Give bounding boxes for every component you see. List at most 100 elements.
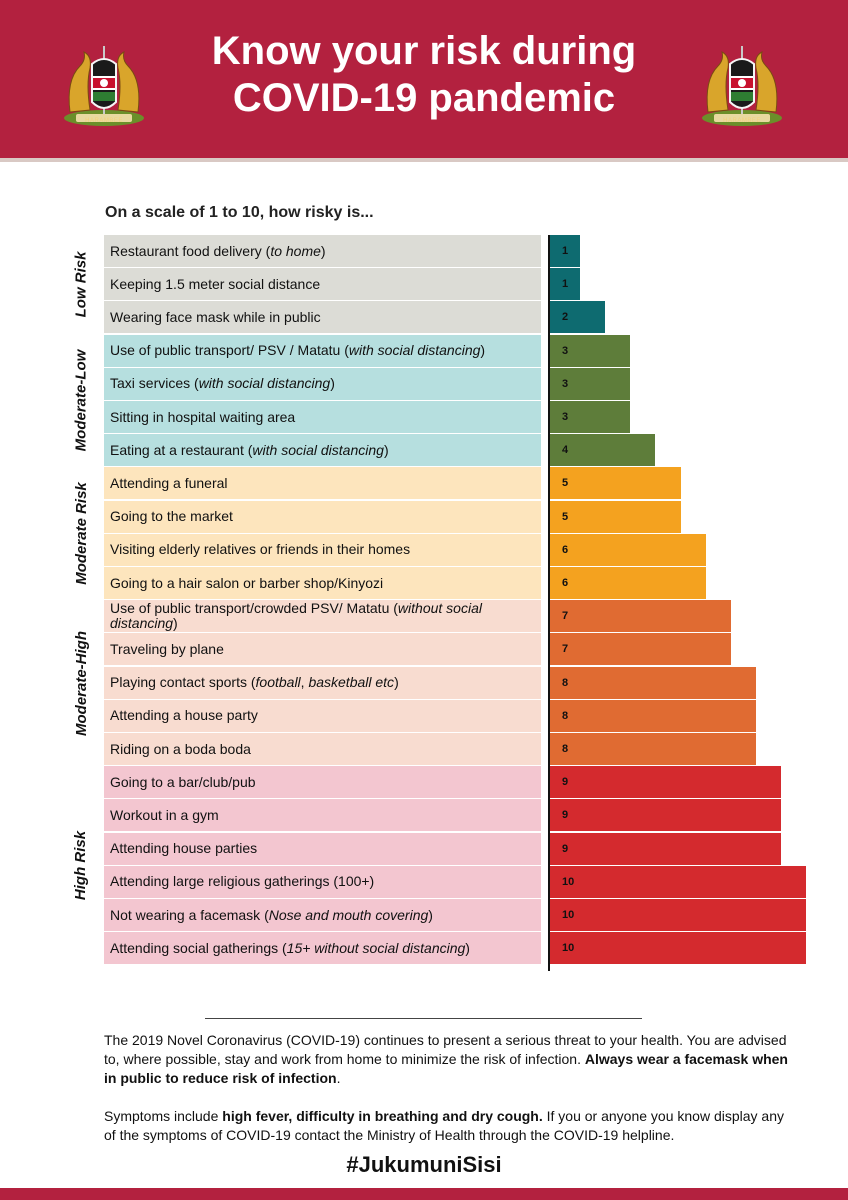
risk-item-label: Use of public transport/ PSV / Matatu (w…: [110, 343, 485, 358]
risk-item-label: Attending a funeral: [110, 475, 228, 491]
risk-band-label-text: Moderate-Low: [72, 350, 90, 452]
risk-bar: [550, 932, 806, 965]
risk-item-label-part: Going to the market: [110, 508, 233, 525]
risk-bar-value: 6: [562, 577, 569, 589]
risk-item-row: Sitting in hospital waiting area: [104, 401, 541, 433]
footer-banner: [0, 1188, 848, 1200]
risk-bar: [550, 865, 806, 898]
risk-item-label-part: 15+ without social distancing: [286, 939, 466, 956]
risk-item-row: Traveling by plane: [104, 633, 541, 666]
risk-item-label-part: football: [255, 674, 301, 691]
risk-item-row: Attending social gatherings (15+ without…: [104, 932, 541, 965]
risk-bar-value: 8: [562, 743, 569, 755]
risk-bar-value: 5: [562, 510, 569, 523]
risk-item-label-part: Nose and mouth covering: [268, 906, 429, 923]
risk-item-label-part: without social distancing: [110, 600, 482, 632]
emblem-motto: HARAMBEE: [85, 118, 123, 124]
risk-bar: [550, 235, 581, 267]
risk-item-label-part: ): [480, 342, 486, 359]
risk-bar-value: 9: [562, 809, 569, 822]
risk-bar: [550, 401, 631, 433]
risk-item-label-part: Use of public transport/crowded PSV/ Mat…: [110, 600, 398, 617]
risk-bar: [550, 633, 731, 666]
risk-item-label-part: ): [428, 906, 433, 923]
risk-item-row: Attending a funeral: [104, 467, 541, 500]
risk-bar: [550, 899, 806, 931]
risk-band-label: Low Risk: [58, 235, 104, 335]
risk-item-label-part: Attending large religious gatherings (10…: [110, 873, 375, 890]
info-text-part: .: [336, 1070, 341, 1086]
risk-bar-value: 1: [562, 245, 569, 257]
risk-bar-value: 10: [562, 942, 575, 955]
risk-item-row: Attending large religious gatherings (10…: [104, 865, 541, 898]
risk-item-row: Workout in a gym: [104, 799, 541, 832]
risk-bar-value: 10: [562, 909, 575, 921]
risk-bar: [550, 434, 656, 467]
info-text-part: Always wear a facemask when in public to…: [104, 1051, 788, 1086]
risk-item-row: Visiting elderly relatives or friends in…: [104, 533, 541, 566]
risk-item-label-part: with social distancing: [348, 342, 481, 359]
risk-item-row: Not wearing a facemask (Nose and mouth c…: [104, 899, 541, 931]
risk-item-row: Use of public transport/ PSV / Matatu (w…: [104, 334, 541, 367]
header-banner: [0, 0, 848, 158]
risk-bar: [550, 500, 681, 533]
risk-item-label-part: ): [330, 375, 335, 392]
risk-bar-value: 3: [562, 344, 569, 357]
info-paragraph-2: Symptoms include high fever, difficulty …: [104, 1107, 794, 1145]
coat-of-arms-emblem-right: HARAMBEE: [694, 40, 790, 130]
risk-band-label: Moderate Risk: [58, 467, 104, 600]
risk-bar-value: 7: [562, 643, 569, 656]
risk-item-row: Playing contact sports (football, basket…: [104, 666, 541, 699]
risk-bar: [550, 334, 631, 367]
risk-bar-value: 1: [562, 278, 569, 291]
risk-item-row: Going to a hair salon or barber shop/Kin…: [104, 567, 541, 599]
risk-item-label-part: Wearing face mask while in public: [110, 308, 321, 325]
risk-bar: [550, 467, 681, 500]
risk-item-row: Eating at a restaurant (with social dist…: [104, 434, 541, 467]
info-text-part: Symptoms include: [104, 1108, 223, 1124]
risk-item-label-part: ): [465, 939, 470, 956]
risk-item-row: Attending house parties: [104, 832, 541, 865]
risk-item-label-part: Not wearing a facemask (: [110, 906, 269, 923]
risk-item-label-part: Taxi services (: [110, 375, 199, 392]
risk-item-label: Attending house parties: [110, 841, 257, 856]
risk-item-label-part: Eating at a restaurant (: [110, 441, 253, 458]
risk-item-row: Going to the market: [104, 500, 541, 533]
risk-item-label: Playing contact sports (football, basket…: [110, 675, 399, 690]
risk-item-label-part: with social distancing: [198, 375, 331, 392]
risk-item-label: Attending social gatherings (15+ without…: [110, 939, 470, 956]
page-title: Know your risk during COVID-19 pandemic: [150, 28, 698, 122]
risk-bar: [550, 567, 706, 599]
risk-bar: [550, 301, 606, 334]
risk-item-label-part: to home: [270, 242, 321, 259]
risk-bar-value: 2: [562, 311, 569, 324]
risk-item-row: Wearing face mask while in public: [104, 301, 541, 334]
title-line-1: Know your risk during: [211, 29, 637, 73]
risk-item-label: Going to a bar/club/pub: [110, 774, 256, 790]
risk-band-label-text: Moderate Risk: [72, 482, 90, 586]
risk-item-label-part: Playing contact sports (: [110, 674, 256, 691]
risk-bar: [550, 666, 756, 699]
risk-bar: [550, 699, 756, 732]
risk-band-label-text: High Risk: [72, 831, 90, 901]
risk-item-label: Eating at a restaurant (with social dist…: [110, 441, 389, 458]
risk-bar-value: 8: [562, 676, 569, 689]
info-text-part: The 2019 Novel Coronavirus (COVID-19) co…: [104, 1032, 787, 1067]
risk-item-label: Going to the market: [110, 509, 233, 524]
title-line-2: COVID-19 pandemic: [232, 76, 616, 120]
risk-item-label-part: with social distancing: [252, 441, 384, 458]
risk-item-label-part: ): [394, 674, 399, 691]
risk-band-label: Moderate-High: [58, 600, 104, 766]
coat-of-arms-emblem-left: HARAMBEE: [56, 40, 152, 130]
risk-item-label: Going to a hair salon or barber shop/Kin…: [110, 575, 383, 591]
risk-item-row: Use of public transport/crowded PSV/ Mat…: [104, 600, 541, 633]
risk-bar-value: 8: [562, 709, 569, 722]
risk-item-label-part: ): [173, 615, 178, 632]
risk-item-label: Traveling by plane: [110, 641, 224, 657]
risk-bar: [550, 832, 781, 865]
risk-item-label: Sitting in hospital waiting area: [110, 409, 295, 425]
risk-item-label: Restaurant food delivery (to home): [110, 242, 326, 259]
risk-item-row: Riding on a boda boda: [104, 733, 541, 765]
risk-item-label-part: ): [320, 242, 326, 259]
risk-bar-value: 4: [562, 444, 569, 457]
